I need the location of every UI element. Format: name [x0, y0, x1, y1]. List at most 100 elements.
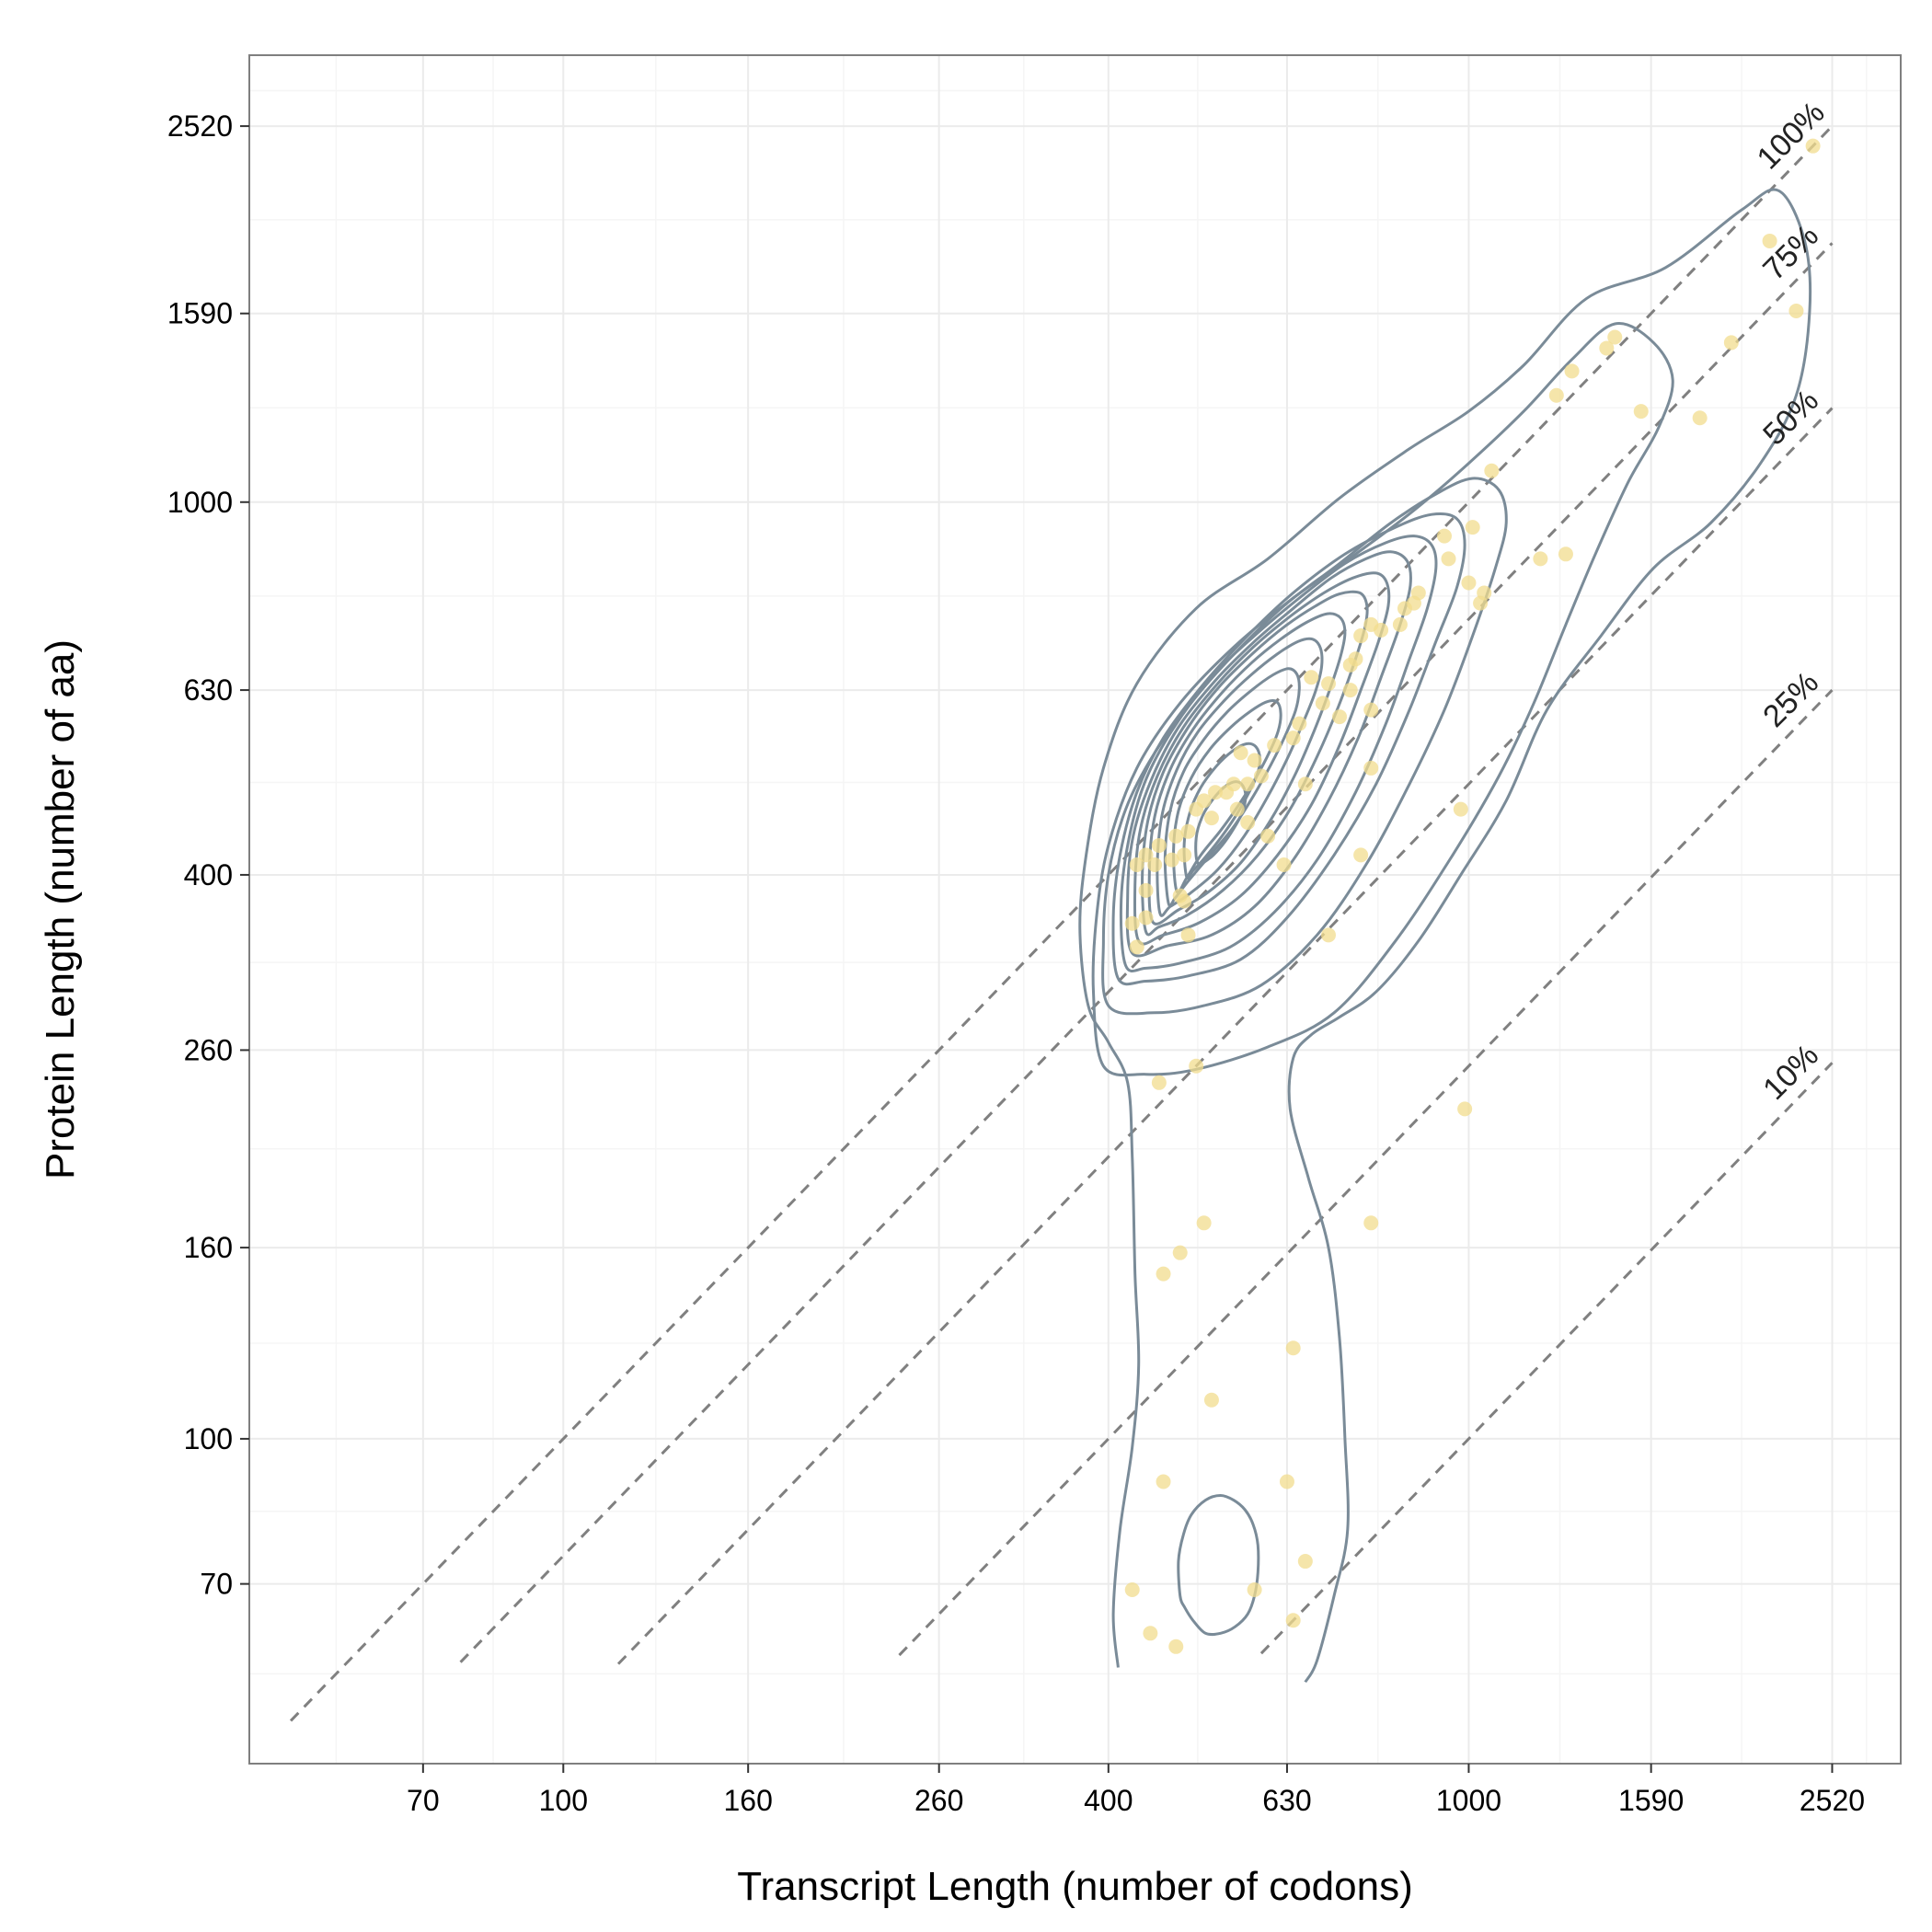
x-tick-label: 260	[914, 1784, 963, 1817]
y-axis-ticks: 70 100 160 260 400 630 1000 1590 2520	[167, 109, 249, 1601]
data-point	[1297, 1554, 1313, 1570]
data-point	[1397, 601, 1412, 616]
data-point	[1353, 628, 1369, 644]
data-point	[1151, 1075, 1167, 1090]
data-point	[1189, 1058, 1204, 1074]
data-point	[1453, 801, 1468, 817]
data-point	[1363, 616, 1379, 632]
data-point	[1129, 857, 1144, 873]
y-tick-label: 1000	[167, 486, 233, 519]
x-tick-label: 70	[407, 1784, 440, 1817]
data-point	[1457, 1101, 1473, 1117]
reference-line-label: 10%	[1756, 1038, 1825, 1107]
data-point	[1260, 828, 1276, 844]
density-contour	[1172, 698, 1282, 894]
data-point	[1177, 847, 1192, 863]
data-point	[1304, 670, 1319, 685]
data-point	[1203, 1392, 1219, 1408]
data-point	[1342, 683, 1358, 698]
data-point	[1441, 551, 1456, 567]
data-point	[1392, 616, 1408, 632]
data-point	[1484, 463, 1500, 478]
x-tick-label: 1590	[1618, 1784, 1684, 1817]
data-point	[1342, 657, 1358, 673]
data-point	[1233, 745, 1248, 761]
density-contour	[1156, 637, 1324, 917]
data-point	[1253, 768, 1269, 784]
data-point	[1189, 801, 1204, 817]
x-tick-label: 630	[1262, 1784, 1311, 1817]
reference-lines	[289, 125, 1834, 1722]
reference-line-label: 50%	[1756, 383, 1825, 452]
data-point	[1156, 1474, 1171, 1489]
y-tick-label: 2520	[167, 109, 233, 143]
reference-line	[289, 125, 1834, 1722]
data-point	[1219, 785, 1235, 800]
data-point	[1168, 828, 1184, 844]
data-point	[1315, 696, 1330, 711]
y-tick-label: 260	[184, 1033, 233, 1066]
data-point	[1138, 847, 1154, 863]
data-point	[1124, 915, 1140, 931]
reference-line-label: 25%	[1756, 665, 1825, 734]
reference-line-label: 100%	[1751, 95, 1832, 176]
minor-grid	[249, 55, 1901, 1764]
y-tick-label: 400	[184, 858, 233, 891]
data-point	[1138, 910, 1154, 926]
data-point	[1788, 303, 1804, 318]
density-contour	[1111, 512, 1466, 986]
density-contour	[1119, 535, 1438, 973]
y-tick-label: 100	[184, 1422, 233, 1455]
density-contours	[1078, 188, 1812, 1684]
x-tick-label: 160	[723, 1784, 772, 1817]
data-point	[1363, 760, 1379, 776]
x-axis-ticks: 70 100 160 260 400 630 1000 1590 2520	[407, 1764, 1865, 1817]
data-point	[1240, 776, 1256, 792]
data-point	[1143, 1626, 1158, 1641]
reference-line	[1259, 1062, 1834, 1655]
data-point	[1180, 927, 1196, 943]
density-contour	[1078, 188, 1812, 1684]
data-point	[1138, 882, 1154, 898]
density-contour	[1182, 742, 1262, 880]
y-axis-title: Protein Length (number of aa)	[38, 639, 83, 1179]
data-point	[1320, 676, 1336, 692]
data-point	[1558, 546, 1573, 562]
data-point	[1285, 1340, 1301, 1356]
data-point	[1267, 738, 1282, 753]
data-point	[1633, 404, 1649, 420]
density-contour	[1133, 571, 1391, 946]
x-tick-label: 1000	[1436, 1784, 1501, 1817]
density-contour	[1141, 590, 1369, 937]
major-grid	[249, 55, 1901, 1764]
reference-line-label: 75%	[1756, 218, 1825, 287]
density-contour	[1163, 667, 1301, 908]
data-point	[1320, 927, 1336, 943]
data-point	[1247, 1581, 1262, 1597]
data-point	[1762, 233, 1777, 248]
reference-line-labels: 100% 75% 50% 25% 10%	[1751, 95, 1832, 1107]
data-point	[1164, 852, 1179, 868]
data-point	[1461, 575, 1477, 591]
data-point	[1805, 138, 1821, 154]
x-axis-title: Transcript Length (number of codons)	[737, 1864, 1413, 1909]
data-point	[1156, 1266, 1171, 1282]
density-contour	[1147, 612, 1347, 926]
y-tick-label: 160	[184, 1231, 233, 1264]
data-point	[1436, 528, 1452, 544]
data-point	[1129, 939, 1144, 955]
data-point	[1285, 730, 1301, 746]
data-point	[1147, 857, 1163, 873]
reference-line	[616, 407, 1834, 1665]
data-point	[1180, 823, 1196, 839]
x-tick-label: 2520	[1800, 1784, 1865, 1817]
data-point	[1229, 801, 1245, 817]
data-point	[1247, 753, 1262, 768]
data-point	[1177, 893, 1192, 909]
data-point	[1208, 785, 1224, 800]
data-point	[1363, 702, 1379, 718]
data-point	[1168, 1639, 1184, 1654]
data-point	[1332, 709, 1348, 725]
y-tick-label: 70	[200, 1568, 233, 1601]
